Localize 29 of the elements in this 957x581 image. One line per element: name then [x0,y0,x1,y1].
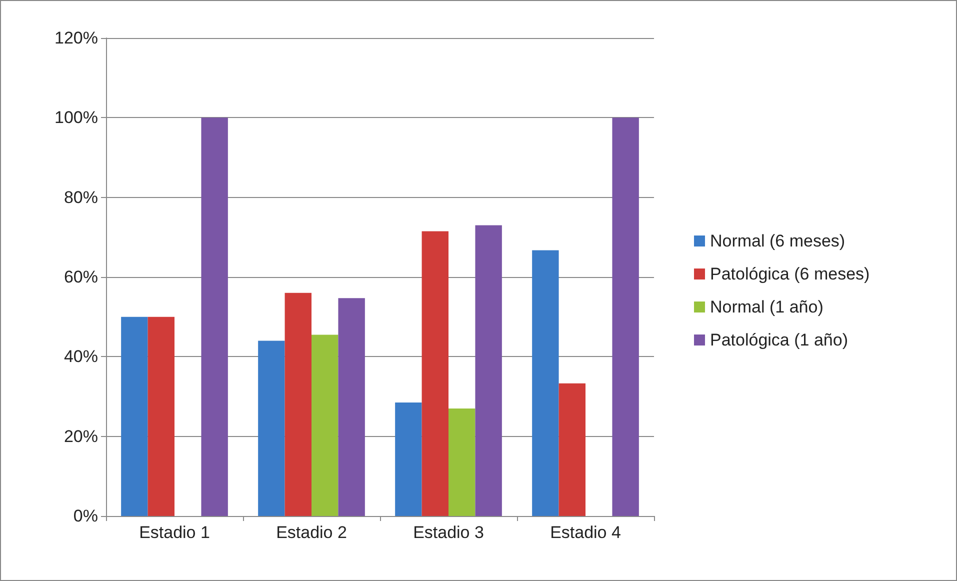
bar [448,408,476,516]
y-tick-label: 120% [54,28,98,48]
x-tick-label: Estadio 4 [550,523,621,542]
bar [201,118,228,516]
y-tick-label: 40% [64,347,98,366]
y-tick-label: 60% [64,268,98,286]
x-tick-label: Estadio 1 [139,523,210,542]
bar [284,292,312,516]
bar [395,402,422,516]
y-tick-label: 80% [64,188,98,207]
x-tick-label: Estadio 3 [413,523,484,542]
bar [475,225,502,516]
bar [258,340,285,516]
x-tick-label: Estadio 2 [276,523,347,542]
bar [312,334,338,516]
bar [338,298,365,516]
legend-label: Patológica (6 meses) [710,264,870,284]
y-tick-label: 20% [64,426,98,446]
bar [612,118,639,516]
bar [121,316,148,516]
legend-label: Normal (6 meses) [710,232,846,250]
bar [558,383,586,516]
bar [422,231,448,516]
y-tick-label: 100% [54,108,98,128]
bar [148,316,174,516]
bar [532,250,559,516]
y-tick-label: 0% [73,506,98,526]
legend-label: Patológica (1 año) [710,330,848,350]
legend-label: Normal (1 año) [710,298,824,316]
